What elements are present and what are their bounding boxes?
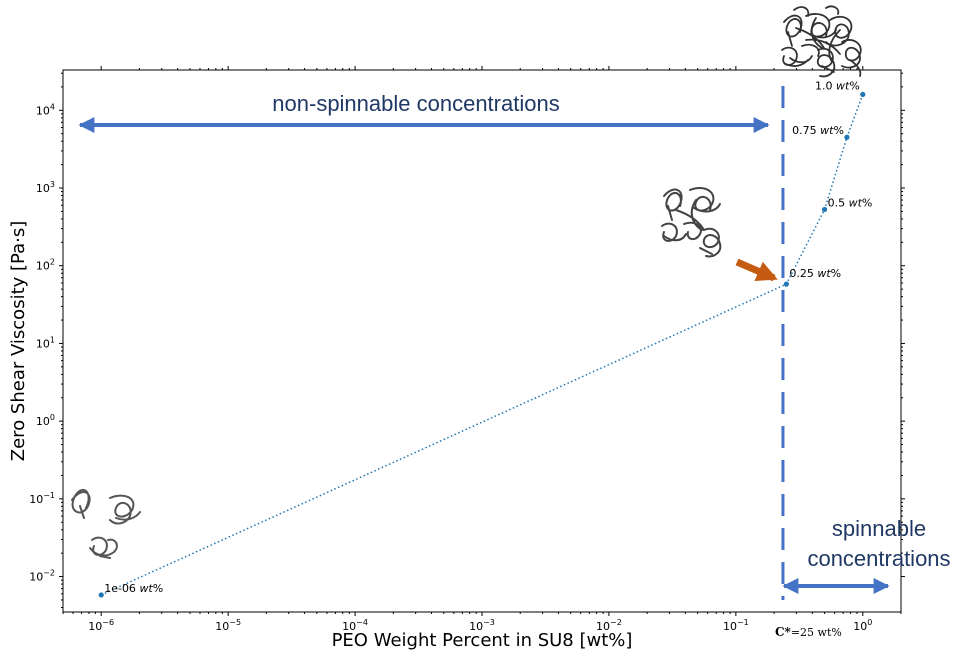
y-tick-label: 100 <box>36 413 55 428</box>
data-point <box>783 281 789 287</box>
y-tick-label: 10−1 <box>29 491 55 506</box>
y-tick-label: 102 <box>36 258 55 273</box>
x-tick-label: 10−1 <box>723 618 749 633</box>
x-axis-label: PEO Weight Percent in SU8 [wt%] <box>332 630 633 651</box>
x-tick-label: 10−4 <box>342 618 368 633</box>
x-tick-label: 10−5 <box>215 618 241 633</box>
axis-ticks: 10−6 10−5 10−4 10−3 10−2 10−1 100 10−2 10−1 100 10… <box>29 66 905 633</box>
series-line <box>100 94 864 596</box>
data-series: 1e-06 wt% 0.25 wt% 0.5 wt% 0.75 wt% 1.0 wt% <box>98 79 873 598</box>
spinnable-label-line2: concentrations <box>807 546 950 571</box>
critical-concentration-label: C*=25 wt% <box>775 625 842 639</box>
x-tick-label: 100 <box>853 618 872 633</box>
data-point-label: 0.5 wt% <box>828 196 873 209</box>
y-tick-label: 104 <box>36 102 55 117</box>
polymer-coil-entangled <box>781 5 862 78</box>
data-point <box>844 134 850 140</box>
data-point-label: 1e-06 wt% <box>104 582 163 595</box>
y-tick-label: 103 <box>36 180 55 195</box>
highlight-arrow <box>735 258 778 282</box>
data-point-label: 0.75 wt% <box>792 124 844 137</box>
polymer-coil-dilute <box>71 488 141 559</box>
data-point <box>98 592 104 598</box>
data-point <box>821 206 828 213</box>
polymer-coil-critical <box>661 186 722 258</box>
x-tick-label: 10−6 <box>88 618 114 633</box>
y-tick-label: 101 <box>36 335 55 350</box>
non-spinnable-label: non-spinnable concentrations <box>272 91 559 116</box>
data-point-label: 1.0 wt% <box>815 79 860 92</box>
x-tick-label: 10−2 <box>596 618 622 633</box>
data-point-label: 0.25 wt% <box>789 267 841 280</box>
y-tick-label: 10−2 <box>29 569 55 584</box>
spinnable-label-line1: spinnable <box>832 516 926 541</box>
plot-frame <box>62 69 902 613</box>
y-axis-label: Zero Shear Viscosity [Pa·s] <box>8 221 29 461</box>
x-tick-label: 10−3 <box>469 618 495 633</box>
data-point <box>860 91 866 98</box>
